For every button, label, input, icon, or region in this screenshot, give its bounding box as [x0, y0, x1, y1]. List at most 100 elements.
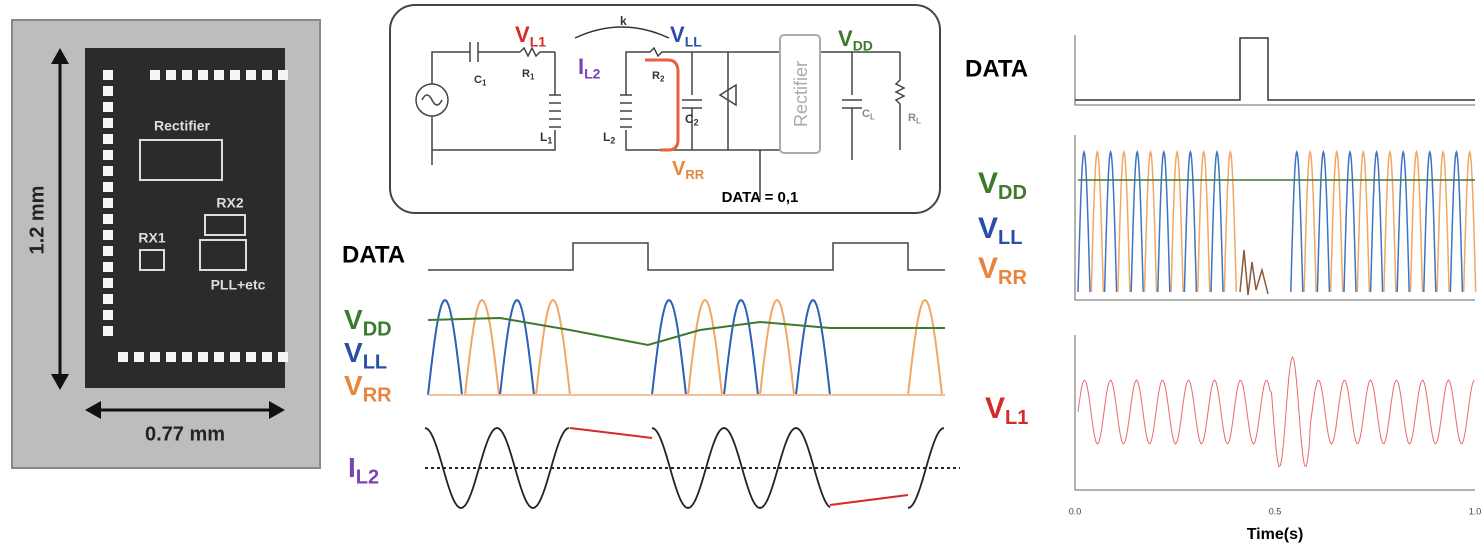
label-sub: 2 [660, 74, 665, 83]
axis [1075, 35, 1475, 105]
pad [118, 352, 128, 362]
pulse [1371, 152, 1383, 292]
label-main: k [620, 14, 627, 28]
label-sub: LL [363, 352, 387, 374]
label-main: C [474, 74, 482, 86]
pad [166, 352, 176, 362]
label-sub: RR [998, 267, 1027, 289]
pad [103, 262, 113, 272]
pad [278, 352, 288, 362]
label-sub: LL [685, 33, 703, 49]
pad [230, 352, 240, 362]
pulse [1317, 152, 1329, 292]
pad [150, 352, 160, 362]
pad [103, 214, 113, 224]
label-sub: L2 [584, 65, 601, 81]
label-sub: L1 [1005, 407, 1028, 429]
pad [103, 230, 113, 240]
data-trace [1075, 38, 1475, 100]
label-sub: RR [685, 167, 704, 182]
label: VLL [344, 337, 387, 373]
pad [262, 70, 272, 80]
pad [262, 352, 272, 362]
data-label: DATA [342, 241, 405, 268]
pulse [1304, 152, 1316, 292]
pulse [1437, 152, 1449, 292]
hold-segment [570, 428, 908, 505]
pulse [1357, 152, 1369, 292]
pulse [1397, 152, 1409, 292]
label: VLL [978, 212, 1022, 249]
label: IL2 [348, 452, 379, 488]
label: VDD [978, 167, 1027, 204]
pad [103, 246, 113, 256]
label-main: V [978, 167, 998, 200]
circuit: Rectifier VL1kIL2VLLVDDC1R1L1L2R2C2VRRCL… [390, 5, 940, 213]
pulse [760, 300, 794, 395]
label-main: R [652, 70, 660, 82]
pad [103, 134, 113, 144]
pulse [652, 300, 686, 395]
x-tick-label: 1.0 [1469, 506, 1482, 516]
block-label: RX1 [138, 230, 165, 246]
pulse [465, 300, 499, 395]
label: VRR [978, 252, 1027, 289]
label-sub: L [916, 116, 921, 125]
label-main: V [344, 370, 363, 401]
pulse [1118, 152, 1130, 292]
label-main: V [344, 337, 363, 368]
pad [150, 70, 160, 80]
label: k [620, 14, 627, 28]
pulse [500, 300, 534, 395]
label-sub: L1 [530, 33, 547, 49]
pad [230, 70, 240, 80]
label-main: V [978, 212, 998, 245]
label-main: C [685, 112, 694, 126]
label-main: R [908, 112, 916, 124]
timing-diagram: DATAVDDVLLVRRIL2 [342, 241, 960, 508]
label-main: V [670, 22, 685, 47]
pulse [1411, 152, 1423, 292]
pad [214, 70, 224, 80]
data-trace [428, 243, 945, 270]
pad [103, 278, 113, 288]
pulse [1344, 152, 1356, 292]
label-main: L [603, 130, 610, 144]
label-main: I [348, 452, 356, 483]
pad [103, 150, 113, 160]
pad [103, 102, 113, 112]
label-sub: RR [363, 385, 392, 407]
pulse [1384, 152, 1396, 292]
pulse [1158, 152, 1170, 292]
pad [214, 352, 224, 362]
pad [103, 294, 113, 304]
pad [166, 70, 176, 80]
x-tick-label: 0.0 [1069, 506, 1082, 516]
label-main: C [862, 108, 870, 120]
pulse [908, 300, 942, 395]
figure: 1.2 mm 0.77 mm Rectifier RX2 RX1 PLL+etc… [0, 0, 1482, 548]
pulse [428, 300, 462, 395]
pad [103, 310, 113, 320]
block-label: PLL+etc [211, 277, 266, 293]
label-sub: 1 [482, 78, 487, 87]
pad [182, 352, 192, 362]
pad [103, 182, 113, 192]
vdd-trace [428, 318, 945, 345]
pad [103, 118, 113, 128]
label-main: V [838, 26, 853, 51]
chip-photo: 1.2 mm 0.77 mm Rectifier RX2 RX1 PLL+etc [12, 20, 320, 468]
label-main: V [344, 304, 363, 335]
die [85, 48, 285, 388]
x-tick-label: 0.5 [1269, 506, 1282, 516]
block-label: RX2 [216, 195, 243, 211]
coil-trace [1078, 357, 1474, 467]
label: VRR [344, 370, 392, 406]
pulse [1105, 152, 1117, 292]
label: VL1 [985, 392, 1028, 429]
label-sub: DD [853, 37, 873, 53]
pulse [1131, 152, 1143, 292]
label-main: V [672, 158, 686, 180]
pad [103, 198, 113, 208]
pulse [796, 300, 830, 395]
